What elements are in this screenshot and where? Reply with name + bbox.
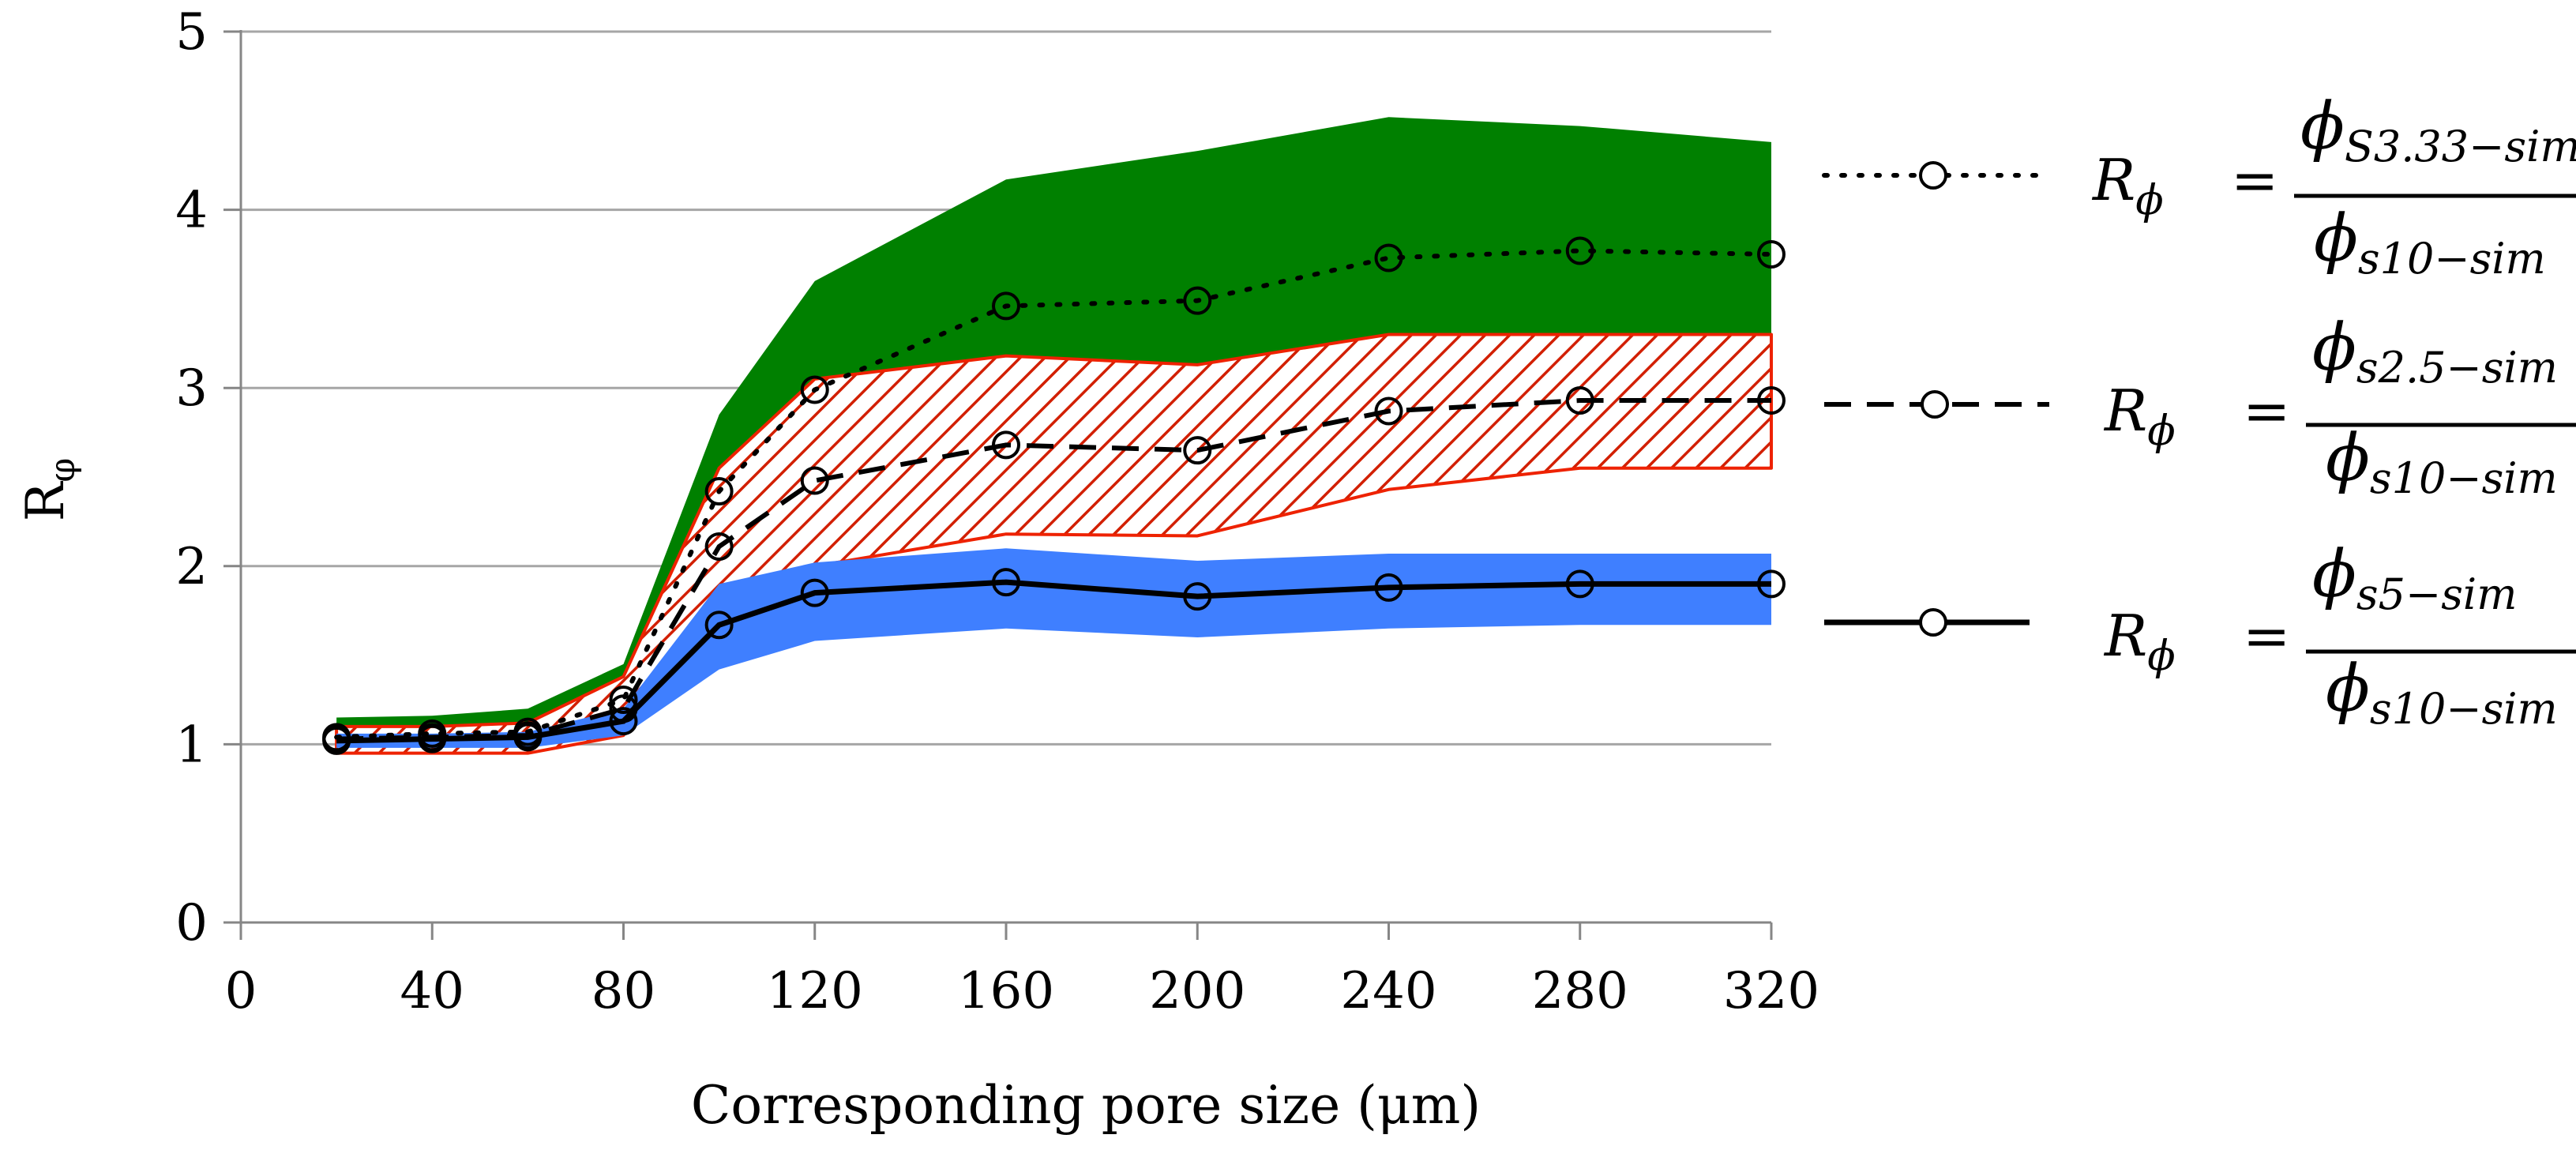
- legend-denominator-1: ϕs10−sim: [2314, 201, 2546, 284]
- legend-equals-3: =: [2243, 603, 2290, 669]
- marker-s3-x40: [418, 724, 447, 753]
- y-axis-title: Rφ: [15, 458, 83, 522]
- marker-s1-x80: [609, 686, 638, 714]
- series-markers: [322, 236, 1786, 755]
- series-line-2: [336, 397, 1771, 742]
- marker-s2-x100: [704, 532, 734, 561]
- y-tick-label-5: 5: [175, 3, 208, 62]
- axes: [223, 30, 1773, 940]
- y-axis-title-sub: φ: [43, 458, 83, 483]
- legend-equals-1: =: [2231, 147, 2278, 213]
- marker-s2-x120: [800, 466, 829, 495]
- marker-s2-x240: [1374, 396, 1403, 426]
- legend-denominator-2: ϕs10−sim: [2326, 421, 2558, 503]
- x-tick-label-320: 320: [1723, 962, 1819, 1020]
- series-line-1: [334, 248, 1774, 740]
- tick-labels: 0 1 2 3 4 5 0 40 80 120 160 200 240 280 320: [175, 3, 1819, 1020]
- legend-lhs-3: Rϕ: [2103, 603, 2176, 680]
- y-tick-label-2: 2: [175, 538, 208, 596]
- legend-equals-2: =: [2243, 378, 2290, 444]
- legend-numerator-2: ϕs2.5−sim: [2312, 310, 2558, 393]
- band-series-3: [336, 548, 1771, 748]
- marker-s3-x80: [609, 707, 638, 736]
- band-series-2: [335, 333, 1773, 755]
- marker-s3-x20: [322, 726, 351, 755]
- marker-s3-x280: [1565, 569, 1594, 599]
- x-tick-label-280: 280: [1532, 962, 1628, 1020]
- y-tick-label-4: 4: [175, 182, 208, 240]
- marker-s3-x60: [513, 723, 543, 752]
- x-tick-label-160: 160: [958, 962, 1054, 1020]
- x-tick-label-240: 240: [1340, 962, 1436, 1020]
- marker-s1-x240: [1374, 243, 1403, 272]
- x-tick-label-0: 0: [225, 962, 257, 1020]
- svg-text:Rφ: Rφ: [15, 458, 83, 522]
- marker-s2-x320: [1757, 385, 1786, 415]
- marker-s2-x80: [609, 694, 638, 723]
- uncertainty-bands: [335, 117, 1773, 755]
- marker-s1-x100: [704, 477, 734, 506]
- marker-s3-x320: [1757, 569, 1786, 599]
- x-axis-title: Corresponding pore size (μm): [691, 1075, 1481, 1136]
- legend-numerator-3: ϕs5−sim: [2312, 537, 2517, 619]
- legend: Rϕ = ϕS3.33−sim ϕs10−sim Rϕ = ϕs2.5−sim ϕs10−si…: [1822, 89, 2576, 734]
- y-axis-title-main: R: [15, 480, 76, 521]
- marker-s3-x160: [992, 568, 1020, 597]
- legend-marker-1: [1919, 161, 1947, 190]
- marker-s1-x320: [1757, 240, 1786, 269]
- x-tick-label-120: 120: [767, 962, 863, 1020]
- marker-s3-x120: [800, 578, 829, 607]
- legend-marker-3: [1919, 608, 1947, 637]
- marker-s3-x100: [704, 611, 734, 640]
- marker-s2-x280: [1565, 385, 1594, 415]
- series-line-3: [336, 579, 1771, 744]
- marker-s1-x120: [800, 375, 829, 404]
- x-tick-label-40: 40: [400, 962, 464, 1020]
- marker-s2-x160: [992, 430, 1020, 460]
- legend-denominator-3: ϕs10−sim: [2326, 652, 2558, 734]
- marker-s2-x200: [1183, 436, 1212, 465]
- marker-s1-x200: [1183, 286, 1212, 315]
- marker-s3-x200: [1183, 582, 1212, 611]
- x-tick-label-200: 200: [1149, 962, 1245, 1020]
- y-tick-label-0: 0: [175, 894, 208, 952]
- y-tick-label-1: 1: [175, 716, 208, 774]
- legend-lhs-2: Rϕ: [2103, 378, 2176, 455]
- marker-s1-x160: [992, 291, 1020, 321]
- legend-lhs-1: Rϕ: [2091, 147, 2164, 224]
- legend-marker-2: [1921, 390, 1949, 419]
- x-tick-label-80: 80: [591, 962, 655, 1020]
- marker-s3-x240: [1374, 573, 1403, 602]
- marker-s1-x280: [1565, 236, 1594, 265]
- y-tick-label-3: 3: [175, 359, 208, 418]
- series-lines: [334, 248, 1774, 744]
- legend-numerator-1: ϕS3.33−sim: [2300, 89, 2576, 171]
